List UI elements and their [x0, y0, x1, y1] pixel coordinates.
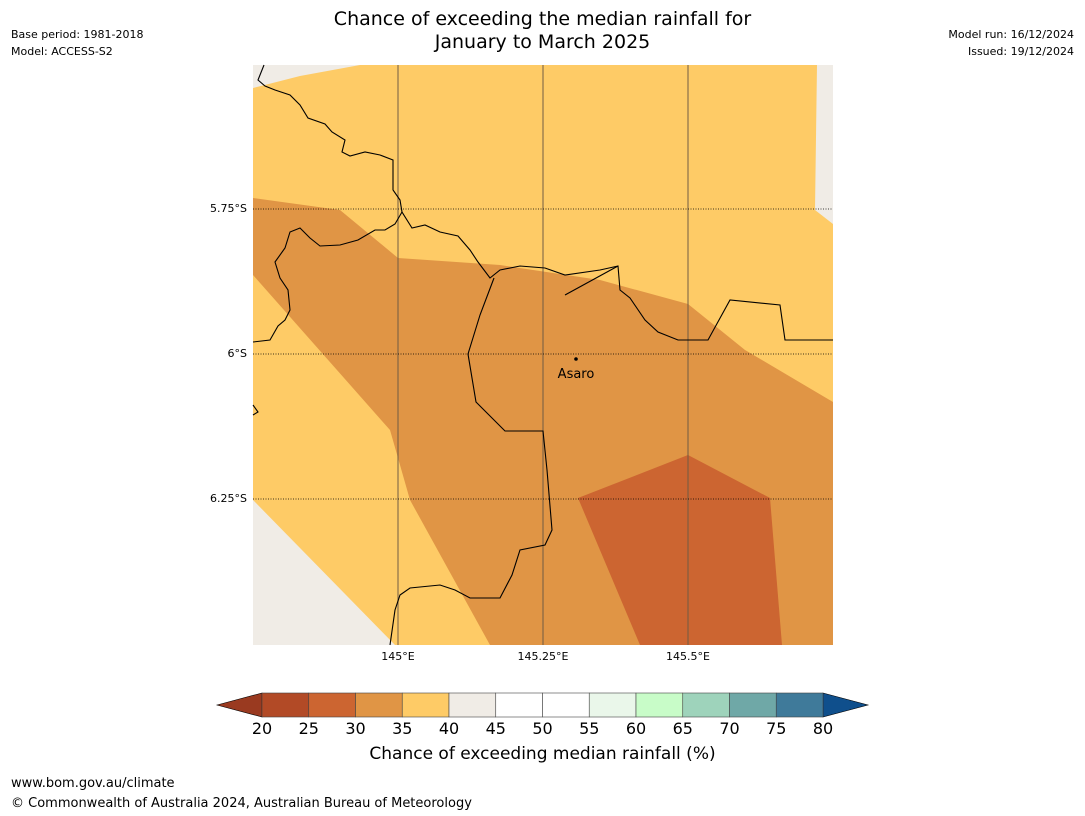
colorbar-segment — [261, 692, 310, 718]
lat-label-6: 6°S — [227, 347, 247, 360]
parallels — [253, 208, 833, 500]
colorbar-tick-label: 60 — [625, 719, 647, 738]
colorbar-segment — [308, 692, 356, 718]
colorbar-tick-label: 45 — [485, 719, 506, 738]
colorbar-segment — [588, 692, 637, 718]
colorbar-segment — [729, 692, 777, 718]
footer-copyright: © Commonwealth of Australia 2024, Austra… — [11, 796, 472, 811]
grey-corner — [253, 500, 395, 645]
colorbar-tick-label: 75 — [766, 719, 787, 738]
title-line-1: Chance of exceeding the median rainfall … — [333, 8, 752, 30]
colorbar-segment — [542, 692, 590, 718]
map-title: Chance of exceeding the median rainfall … — [0, 8, 1085, 54]
lon-label-145-5: 145.5°E — [666, 650, 710, 663]
meta-right: Model run: 16/12/2024 Issued: 19/12/2024 — [948, 26, 1074, 60]
colorbar-tick-label: 80 — [812, 719, 834, 738]
boundary-central — [389, 277, 553, 646]
asaro-marker — [574, 357, 578, 361]
colorbar-tick-label: 70 — [719, 719, 740, 738]
band-25-30 — [578, 455, 782, 645]
colorbar-tick-label: 25 — [298, 719, 319, 738]
colorbar-tick-label: 30 — [345, 719, 366, 738]
colorbar-tick-label: 20 — [251, 719, 273, 738]
colorbar-low-arrow — [215, 692, 263, 718]
colorbar-tick-label: 50 — [532, 719, 553, 738]
boundary-west — [252, 211, 403, 343]
model-run: Model run: 16/12/2024 — [948, 28, 1074, 41]
colorbar-label: Chance of exceeding median rainfall (%) — [369, 744, 716, 764]
colorbar-segment — [495, 692, 543, 718]
issued-date: Issued: 19/12/2024 — [967, 45, 1074, 58]
title-line-2: January to March 2025 — [434, 31, 651, 53]
boundary-east-notch — [564, 265, 619, 296]
footer-url: www.bom.gov.au/climate — [11, 776, 175, 791]
province-boundaries — [252, 64, 833, 646]
boundary-north — [257, 64, 833, 341]
meta-left: Base period: 1981-2018 Model: ACCESS-S2 — [11, 26, 143, 60]
colorbar-tick-label: 55 — [579, 719, 600, 738]
colorbar-high-arrow — [822, 692, 870, 718]
colorbar — [215, 692, 870, 718]
colorbar-segment — [401, 692, 450, 718]
colorbar-tick-label: 35 — [392, 719, 413, 738]
colorbar-segment — [635, 692, 684, 718]
colorbar-segment — [355, 692, 403, 718]
asaro-label: Asaro — [558, 367, 595, 382]
colorbar-segment — [682, 692, 730, 718]
colorbar-tick-label: 40 — [438, 719, 460, 738]
boundary-sw — [252, 404, 259, 416]
lat-label-5-75: 5.75°S — [210, 202, 247, 215]
colorbar-segment — [448, 692, 497, 718]
colorbar-tick-label: 65 — [672, 719, 693, 738]
lat-label-6-25: 6.25°S — [210, 492, 247, 505]
base-period: Base period: 1981-2018 — [11, 28, 144, 41]
lon-label-145-25: 145.25°E — [517, 650, 569, 663]
meridians — [397, 65, 689, 645]
colorbar-segment — [775, 692, 824, 718]
model-name: Model: ACCESS-S2 — [11, 45, 113, 58]
lon-label-145: 145°E — [381, 650, 415, 663]
